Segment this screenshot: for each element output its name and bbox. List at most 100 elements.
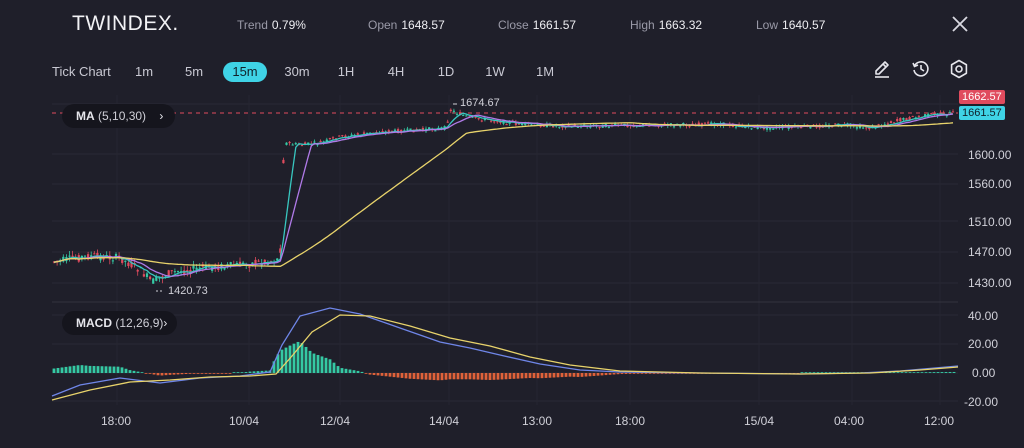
close-icon[interactable] (948, 12, 972, 36)
histogram-bar (212, 373, 216, 374)
histogram-bar (436, 373, 440, 381)
histogram-bar (552, 373, 556, 378)
stat-open: Open 1648.57 (368, 18, 445, 32)
y-tick-macd: 40.00 (968, 309, 999, 323)
candle-body (899, 118, 902, 122)
candle-body (707, 122, 710, 124)
histogram-bar (448, 373, 452, 380)
timeframe-1d[interactable]: 1D (437, 64, 455, 79)
timeframe-1w[interactable]: 1W (485, 64, 505, 79)
histogram-bar (404, 373, 408, 379)
pencil-icon[interactable] (871, 58, 893, 80)
candle-body (142, 274, 145, 277)
histogram-bar (656, 373, 660, 374)
candle-body (248, 266, 251, 268)
histogram-bar (132, 370, 136, 373)
timeframe-5m[interactable]: 5m (184, 64, 204, 79)
histogram-bar (564, 373, 568, 377)
stat-label: Trend (237, 18, 268, 32)
candle-body (886, 123, 889, 125)
timeframe-4h[interactable]: 4H (387, 64, 405, 79)
histogram-bar (944, 372, 948, 373)
candle-body (508, 121, 511, 124)
histogram-bar (924, 372, 928, 373)
candle-body (331, 137, 335, 139)
macd-line (51, 307, 959, 397)
histogram-bar (348, 369, 352, 373)
candle-body (905, 118, 908, 121)
histogram-bar (920, 372, 924, 373)
histogram-bar (628, 373, 632, 374)
histogram-bar (928, 372, 932, 373)
timeframe-1h[interactable]: 1H (337, 64, 355, 79)
histogram-bar (608, 373, 612, 375)
timeframe-30m[interactable]: 30m (284, 64, 310, 79)
candle-body (155, 276, 158, 281)
histogram-bar (572, 373, 576, 377)
chart-type-selector[interactable]: Tick Chart (52, 64, 111, 79)
candle-body (127, 262, 130, 267)
histogram-bar (204, 373, 208, 374)
candle-body (322, 141, 325, 143)
histogram-bar (648, 373, 652, 374)
candle-body (945, 115, 948, 117)
candle-body (542, 125, 545, 127)
macd-indicator-pill[interactable]: MACD (12,26,9)› (62, 311, 178, 335)
candle-body (338, 135, 341, 137)
histogram-bar (888, 372, 892, 373)
timeframe-1mo[interactable]: 1M (535, 64, 555, 79)
candle-body (734, 126, 738, 128)
candle-body (223, 266, 226, 270)
histogram-bar (584, 373, 588, 377)
histogram-bar (400, 373, 404, 378)
histogram-bar (488, 373, 492, 380)
price-chart[interactable] (0, 88, 1024, 448)
histogram-bar (368, 373, 372, 375)
ma30-line (53, 122, 954, 267)
candle-body (877, 124, 880, 126)
histogram-bar (568, 373, 572, 377)
histogram-bar (180, 373, 184, 375)
candle-body (772, 128, 775, 130)
histogram-bar (384, 373, 388, 377)
timeframe-1m[interactable]: 1m (134, 64, 154, 79)
histogram-bar (324, 357, 328, 373)
histogram-bar (200, 373, 204, 374)
histogram-bar (432, 373, 436, 381)
candle-body (800, 127, 803, 129)
histogram-bar (428, 373, 432, 380)
histogram-bar (536, 373, 540, 379)
candle-body (902, 117, 905, 120)
candle-body (362, 132, 366, 134)
candle-body (865, 127, 868, 129)
history-icon[interactable] (910, 58, 932, 80)
histogram-bar (144, 373, 148, 374)
candle-body (400, 129, 403, 133)
histogram-bar (624, 373, 628, 374)
histogram-bar (668, 373, 672, 374)
candle-body (576, 126, 579, 128)
histogram-bar (280, 349, 284, 373)
candle-body (477, 118, 480, 120)
macd-indicator-name: MACD (76, 316, 112, 330)
histogram-bar (96, 366, 100, 373)
settings-icon[interactable] (948, 58, 970, 80)
candle-body (173, 271, 176, 273)
timeframe-15m[interactable]: 15m (223, 62, 267, 82)
y-tick-price: 1470.00 (968, 245, 1012, 259)
histogram-bar (188, 373, 192, 374)
histogram-bar (548, 373, 552, 378)
ma-indicator-pill[interactable]: MA (5,10,30) › (62, 104, 176, 128)
histogram-bar (492, 373, 496, 380)
ma10-line (53, 113, 954, 278)
candle-body (282, 159, 285, 164)
ma-indicator-name: MA (76, 109, 95, 123)
histogram-bar (416, 373, 420, 380)
stat-value: 1640.57 (782, 18, 826, 32)
candlesticks (52, 108, 955, 284)
histogram-bar (256, 371, 260, 373)
candle-body (614, 123, 617, 125)
candle-body (462, 115, 465, 117)
histogram-bar (176, 373, 180, 375)
candle-body (167, 270, 170, 277)
